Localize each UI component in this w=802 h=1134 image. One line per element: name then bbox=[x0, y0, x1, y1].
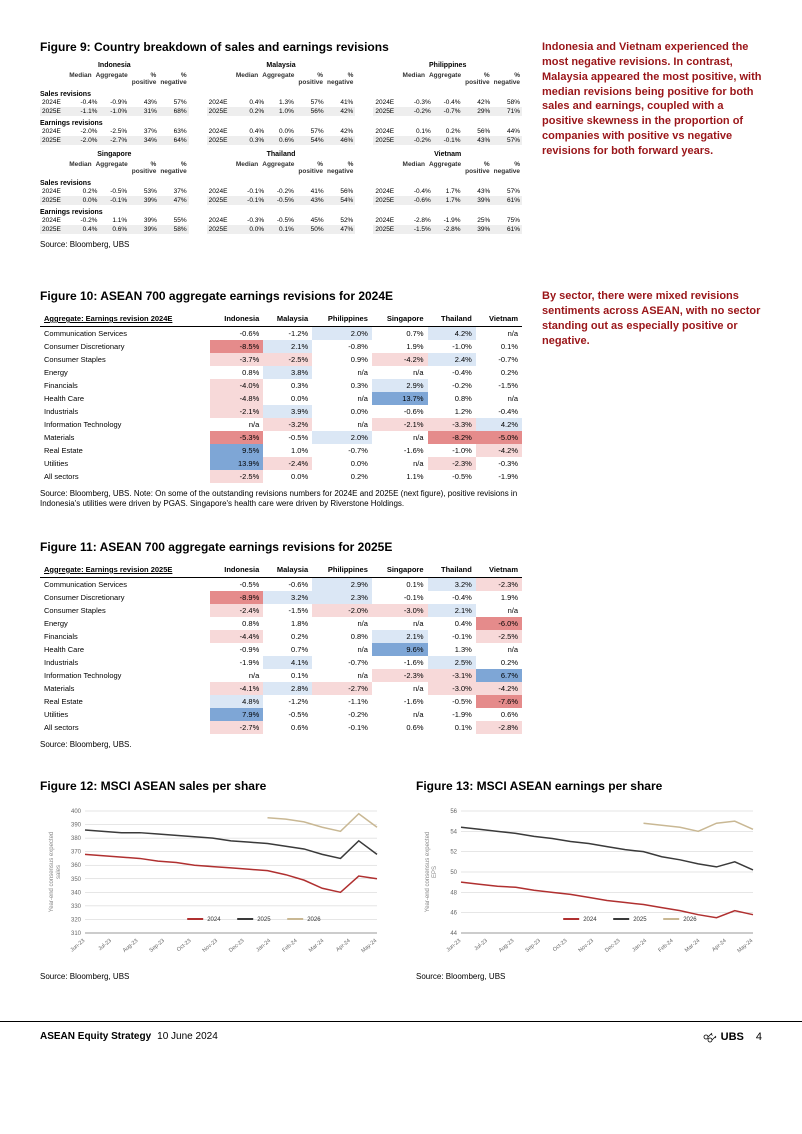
figure-11: Figure 11: ASEAN 700 aggregate earnings … bbox=[40, 540, 522, 749]
svg-text:Mar-24: Mar-24 bbox=[308, 938, 325, 954]
figure-11-title: Figure 11: ASEAN 700 aggregate earnings … bbox=[40, 540, 522, 554]
figure-10-table: Aggregate: Earnings revision 2024EIndone… bbox=[40, 311, 522, 483]
figure-12-source: Source: Bloomberg, UBS bbox=[40, 972, 386, 981]
svg-text:340: 340 bbox=[71, 890, 82, 896]
svg-text:2025: 2025 bbox=[633, 917, 647, 923]
sidebar-note-1: Indonesia and Vietnam experienced the mo… bbox=[542, 40, 762, 249]
svg-text:Dec-23: Dec-23 bbox=[228, 938, 245, 954]
footer-title: ASEAN Equity Strategy10 June 2024 bbox=[40, 1031, 218, 1042]
figure-10-source: Source: Bloomberg, UBS. Note: On some of… bbox=[40, 489, 522, 510]
figure-12-title: Figure 12: MSCI ASEAN sales per share bbox=[40, 779, 386, 793]
svg-text:May-24: May-24 bbox=[360, 938, 378, 954]
figure-13-title: Figure 13: MSCI ASEAN earnings per share bbox=[416, 779, 762, 793]
svg-text:54: 54 bbox=[450, 829, 457, 835]
svg-text:52: 52 bbox=[450, 849, 457, 855]
figure-10: Figure 10: ASEAN 700 aggregate earnings … bbox=[40, 289, 522, 510]
svg-text:370: 370 bbox=[71, 849, 82, 855]
svg-text:400: 400 bbox=[71, 809, 82, 815]
svg-text:Nov-23: Nov-23 bbox=[578, 938, 595, 954]
svg-text:320: 320 bbox=[71, 917, 82, 923]
figure-11-table: Aggregate: Earnings revision 2025EIndone… bbox=[40, 562, 522, 734]
svg-text:Jun-23: Jun-23 bbox=[446, 938, 463, 953]
svg-text:Oct-23: Oct-23 bbox=[176, 938, 193, 953]
figure-13-source: Source: Bloomberg, UBS bbox=[416, 972, 762, 981]
svg-text:330: 330 bbox=[71, 904, 82, 910]
figure-13-chart: 44 46 48 50 52 54 56 Jun-23 Jul-23 Aug-23 Sep-23 Oc… bbox=[416, 801, 762, 961]
svg-text:360: 360 bbox=[71, 863, 82, 869]
svg-text:390: 390 bbox=[71, 822, 82, 828]
svg-text:Jan-24: Jan-24 bbox=[255, 938, 272, 953]
svg-text:2024: 2024 bbox=[207, 917, 221, 923]
figure-9-source: Source: Bloomberg, UBS bbox=[40, 240, 522, 249]
svg-text:Year-end consensus expectedsal: Year-end consensus expectedsales bbox=[49, 832, 62, 913]
figure-12: Figure 12: MSCI ASEAN sales per share 31… bbox=[40, 779, 386, 981]
svg-text:Aug-23: Aug-23 bbox=[498, 938, 515, 954]
page-number: 4 bbox=[756, 1031, 762, 1043]
figure-12-chart: 310 320 330 340 350 360 370 380 390 400 Jun-23 Jul-… bbox=[40, 801, 386, 961]
svg-text:380: 380 bbox=[71, 836, 82, 842]
svg-text:2026: 2026 bbox=[307, 917, 321, 923]
svg-text:Dec-23: Dec-23 bbox=[604, 938, 621, 954]
svg-text:2026: 2026 bbox=[683, 917, 697, 923]
figure-9-tables: Indonesia MedianAggregate% positive% neg… bbox=[40, 62, 522, 234]
ubs-keys-icon bbox=[703, 1030, 717, 1044]
svg-text:Jun-23: Jun-23 bbox=[70, 938, 87, 953]
page-footer: ASEAN Equity Strategy10 June 2024 UBS 4 bbox=[0, 1021, 802, 1052]
svg-text:56: 56 bbox=[450, 809, 457, 815]
svg-text:350: 350 bbox=[71, 877, 82, 883]
svg-text:Sep-23: Sep-23 bbox=[148, 938, 165, 954]
svg-text:Aug-23: Aug-23 bbox=[122, 938, 139, 954]
svg-text:Nov-23: Nov-23 bbox=[202, 938, 219, 954]
svg-text:46: 46 bbox=[450, 910, 457, 916]
svg-text:Year-end consensus expectedEPS: Year-end consensus expectedEPS bbox=[425, 832, 438, 913]
sidebar-note-2: By sector, there were mixed revisions se… bbox=[542, 289, 762, 510]
figure-9-title: Figure 9: Country breakdown of sales and… bbox=[40, 40, 522, 54]
svg-text:Jul-23: Jul-23 bbox=[473, 938, 488, 952]
figure-10-title: Figure 10: ASEAN 700 aggregate earnings … bbox=[40, 289, 522, 303]
footer-brand: UBS 4 bbox=[703, 1030, 762, 1044]
svg-text:48: 48 bbox=[450, 890, 457, 896]
svg-text:2024: 2024 bbox=[583, 917, 597, 923]
svg-text:Sep-23: Sep-23 bbox=[524, 938, 541, 954]
figure-13: Figure 13: MSCI ASEAN earnings per share… bbox=[416, 779, 762, 981]
svg-text:May-24: May-24 bbox=[736, 938, 754, 954]
figure-9: Figure 9: Country breakdown of sales and… bbox=[40, 40, 522, 249]
svg-text:Mar-24: Mar-24 bbox=[684, 938, 701, 954]
svg-text:Apr-24: Apr-24 bbox=[711, 938, 728, 953]
svg-text:2025: 2025 bbox=[257, 917, 271, 923]
svg-text:Jan-24: Jan-24 bbox=[631, 938, 648, 953]
svg-text:50: 50 bbox=[450, 870, 457, 876]
svg-text:Feb-24: Feb-24 bbox=[657, 938, 674, 954]
figure-11-source: Source: Bloomberg, UBS. bbox=[40, 740, 522, 749]
svg-text:44: 44 bbox=[450, 931, 457, 937]
svg-text:Apr-24: Apr-24 bbox=[335, 938, 352, 953]
svg-text:Oct-23: Oct-23 bbox=[552, 938, 569, 953]
svg-text:310: 310 bbox=[71, 931, 82, 937]
svg-text:Feb-24: Feb-24 bbox=[281, 938, 298, 954]
svg-text:Jul-23: Jul-23 bbox=[97, 938, 112, 952]
